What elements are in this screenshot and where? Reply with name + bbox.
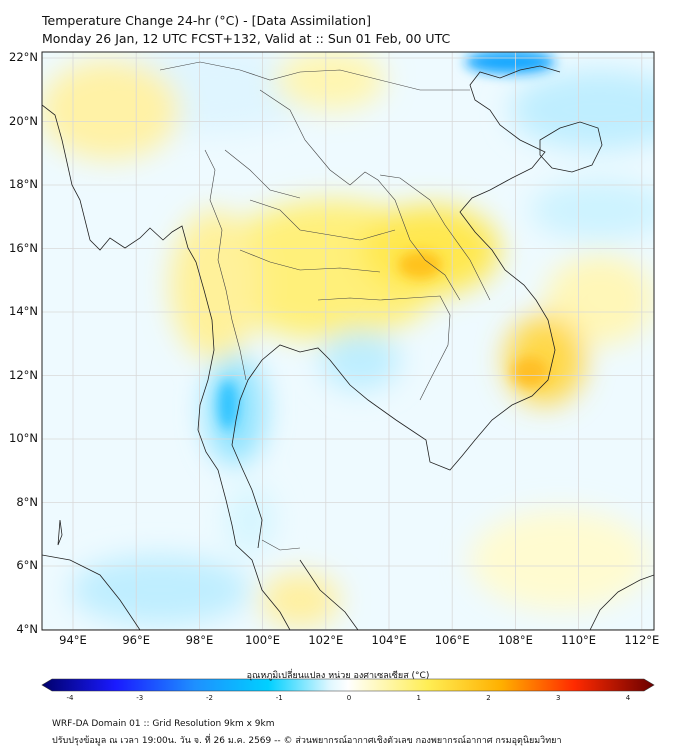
colorbar-tick-label: 4: [625, 694, 631, 702]
lat-label: 12°N: [9, 367, 38, 382]
colorbar-tick-label: 0: [346, 694, 352, 702]
warm-area-malaysia: [260, 572, 340, 628]
lon-label: 102°E: [308, 633, 344, 647]
temperature-field: [42, 52, 654, 630]
hotspot-2: [512, 357, 548, 387]
coastlines: [42, 65, 654, 630]
warm-area-west: [170, 210, 260, 360]
border-laos: [259, 89, 461, 301]
footer-credit: ปรับปรุงข้อมูล ณ เวลา 19:00น. วัน จ. ที่…: [52, 736, 562, 746]
warm-area-north-laos: [275, 52, 385, 110]
colorbar-tick-label: -4: [66, 694, 74, 702]
border-cambodia: [317, 295, 451, 401]
coast-peninsula-east: [231, 167, 556, 549]
lat-label: 20°N: [9, 113, 38, 128]
lon-label: 100°E: [245, 633, 281, 647]
map-frame: [41, 51, 655, 631]
chart-subtitle: Monday 26 Jan, 12 UTC FCST+132, Valid at…: [42, 31, 451, 46]
warm-area-myanmar: [42, 60, 180, 160]
coast-borneo: [589, 574, 654, 630]
cool-area-gulf: [320, 330, 400, 390]
lon-label: 106°E: [434, 633, 470, 647]
lat-label: 18°N: [9, 177, 38, 191]
cool-area-sumatra: [70, 555, 250, 625]
lon-label: 104°E: [371, 633, 407, 647]
coast-peninsula-south: [299, 559, 359, 630]
coast-hainan: [539, 121, 603, 173]
lat-label: 14°N: [9, 304, 38, 318]
coldspot-north: [465, 52, 555, 74]
cool-area-sea: [530, 180, 654, 240]
island-andaman: [57, 519, 63, 546]
cool-area-kra: [225, 485, 275, 555]
lon-label: 108°E: [497, 633, 533, 647]
lat-label: 6°N: [16, 558, 38, 572]
coast-myanmar-west: [42, 104, 227, 501]
footer-model-info: WRF-DA Domain 01 :: Grid Resolution 9km …: [52, 719, 275, 729]
province-lines-2: [239, 249, 381, 273]
country-borders: [159, 61, 491, 551]
colorbar: [41, 678, 655, 692]
lon-label: 110°E: [561, 633, 597, 647]
lat-label: 10°N: [9, 431, 38, 445]
warm-area-isan: [360, 205, 500, 295]
border-thailand-myanmar: [204, 149, 247, 381]
warm-area-vietnam-south: [505, 315, 585, 405]
warm-area-south: [470, 510, 650, 610]
colorbar-bar: [41, 678, 655, 692]
coast-gulf-tonkin: [469, 65, 561, 169]
cool-area-gulf-tonkin: [510, 70, 654, 150]
coast-peninsula-west: [225, 499, 291, 630]
province-lines-3: [224, 149, 301, 199]
colorbar-tick-label: 1: [416, 694, 421, 702]
lon-label: 94°E: [59, 633, 87, 647]
colorbar-tick-label: -2: [206, 694, 213, 702]
lon-label: 96°E: [122, 633, 151, 647]
border-thailand-malaysia: [261, 539, 301, 551]
colorbar-tick-label: 2: [486, 694, 491, 702]
border-china: [159, 61, 470, 91]
chart-title: Temperature Change 24-hr (°C) - [Data As…: [42, 13, 371, 28]
lon-label: 98°E: [185, 633, 214, 647]
colorbar-label: อุณหภูมิเปลี่ยนแปลง หน่วย องศาเซลเซียส (…: [246, 671, 430, 681]
colorbar-tick-label: -3: [136, 694, 144, 702]
hotspot-1: [398, 251, 442, 279]
lat-label: 22°N: [9, 50, 38, 64]
warm-area-east: [545, 255, 654, 345]
border-vietnam-laos: [379, 174, 491, 301]
lat-label: 16°N: [9, 240, 38, 255]
colorbar-tick-label: 3: [556, 694, 561, 702]
province-lines-1: [249, 199, 396, 241]
coast-sumatra: [42, 554, 141, 630]
colorbar-tick-label: -1: [275, 694, 283, 702]
lat-label: 8°N: [16, 494, 38, 509]
lat-label: 4°N: [16, 621, 38, 636]
coldspot-andaman: [218, 380, 238, 430]
lon-label: 112°E: [624, 633, 660, 647]
